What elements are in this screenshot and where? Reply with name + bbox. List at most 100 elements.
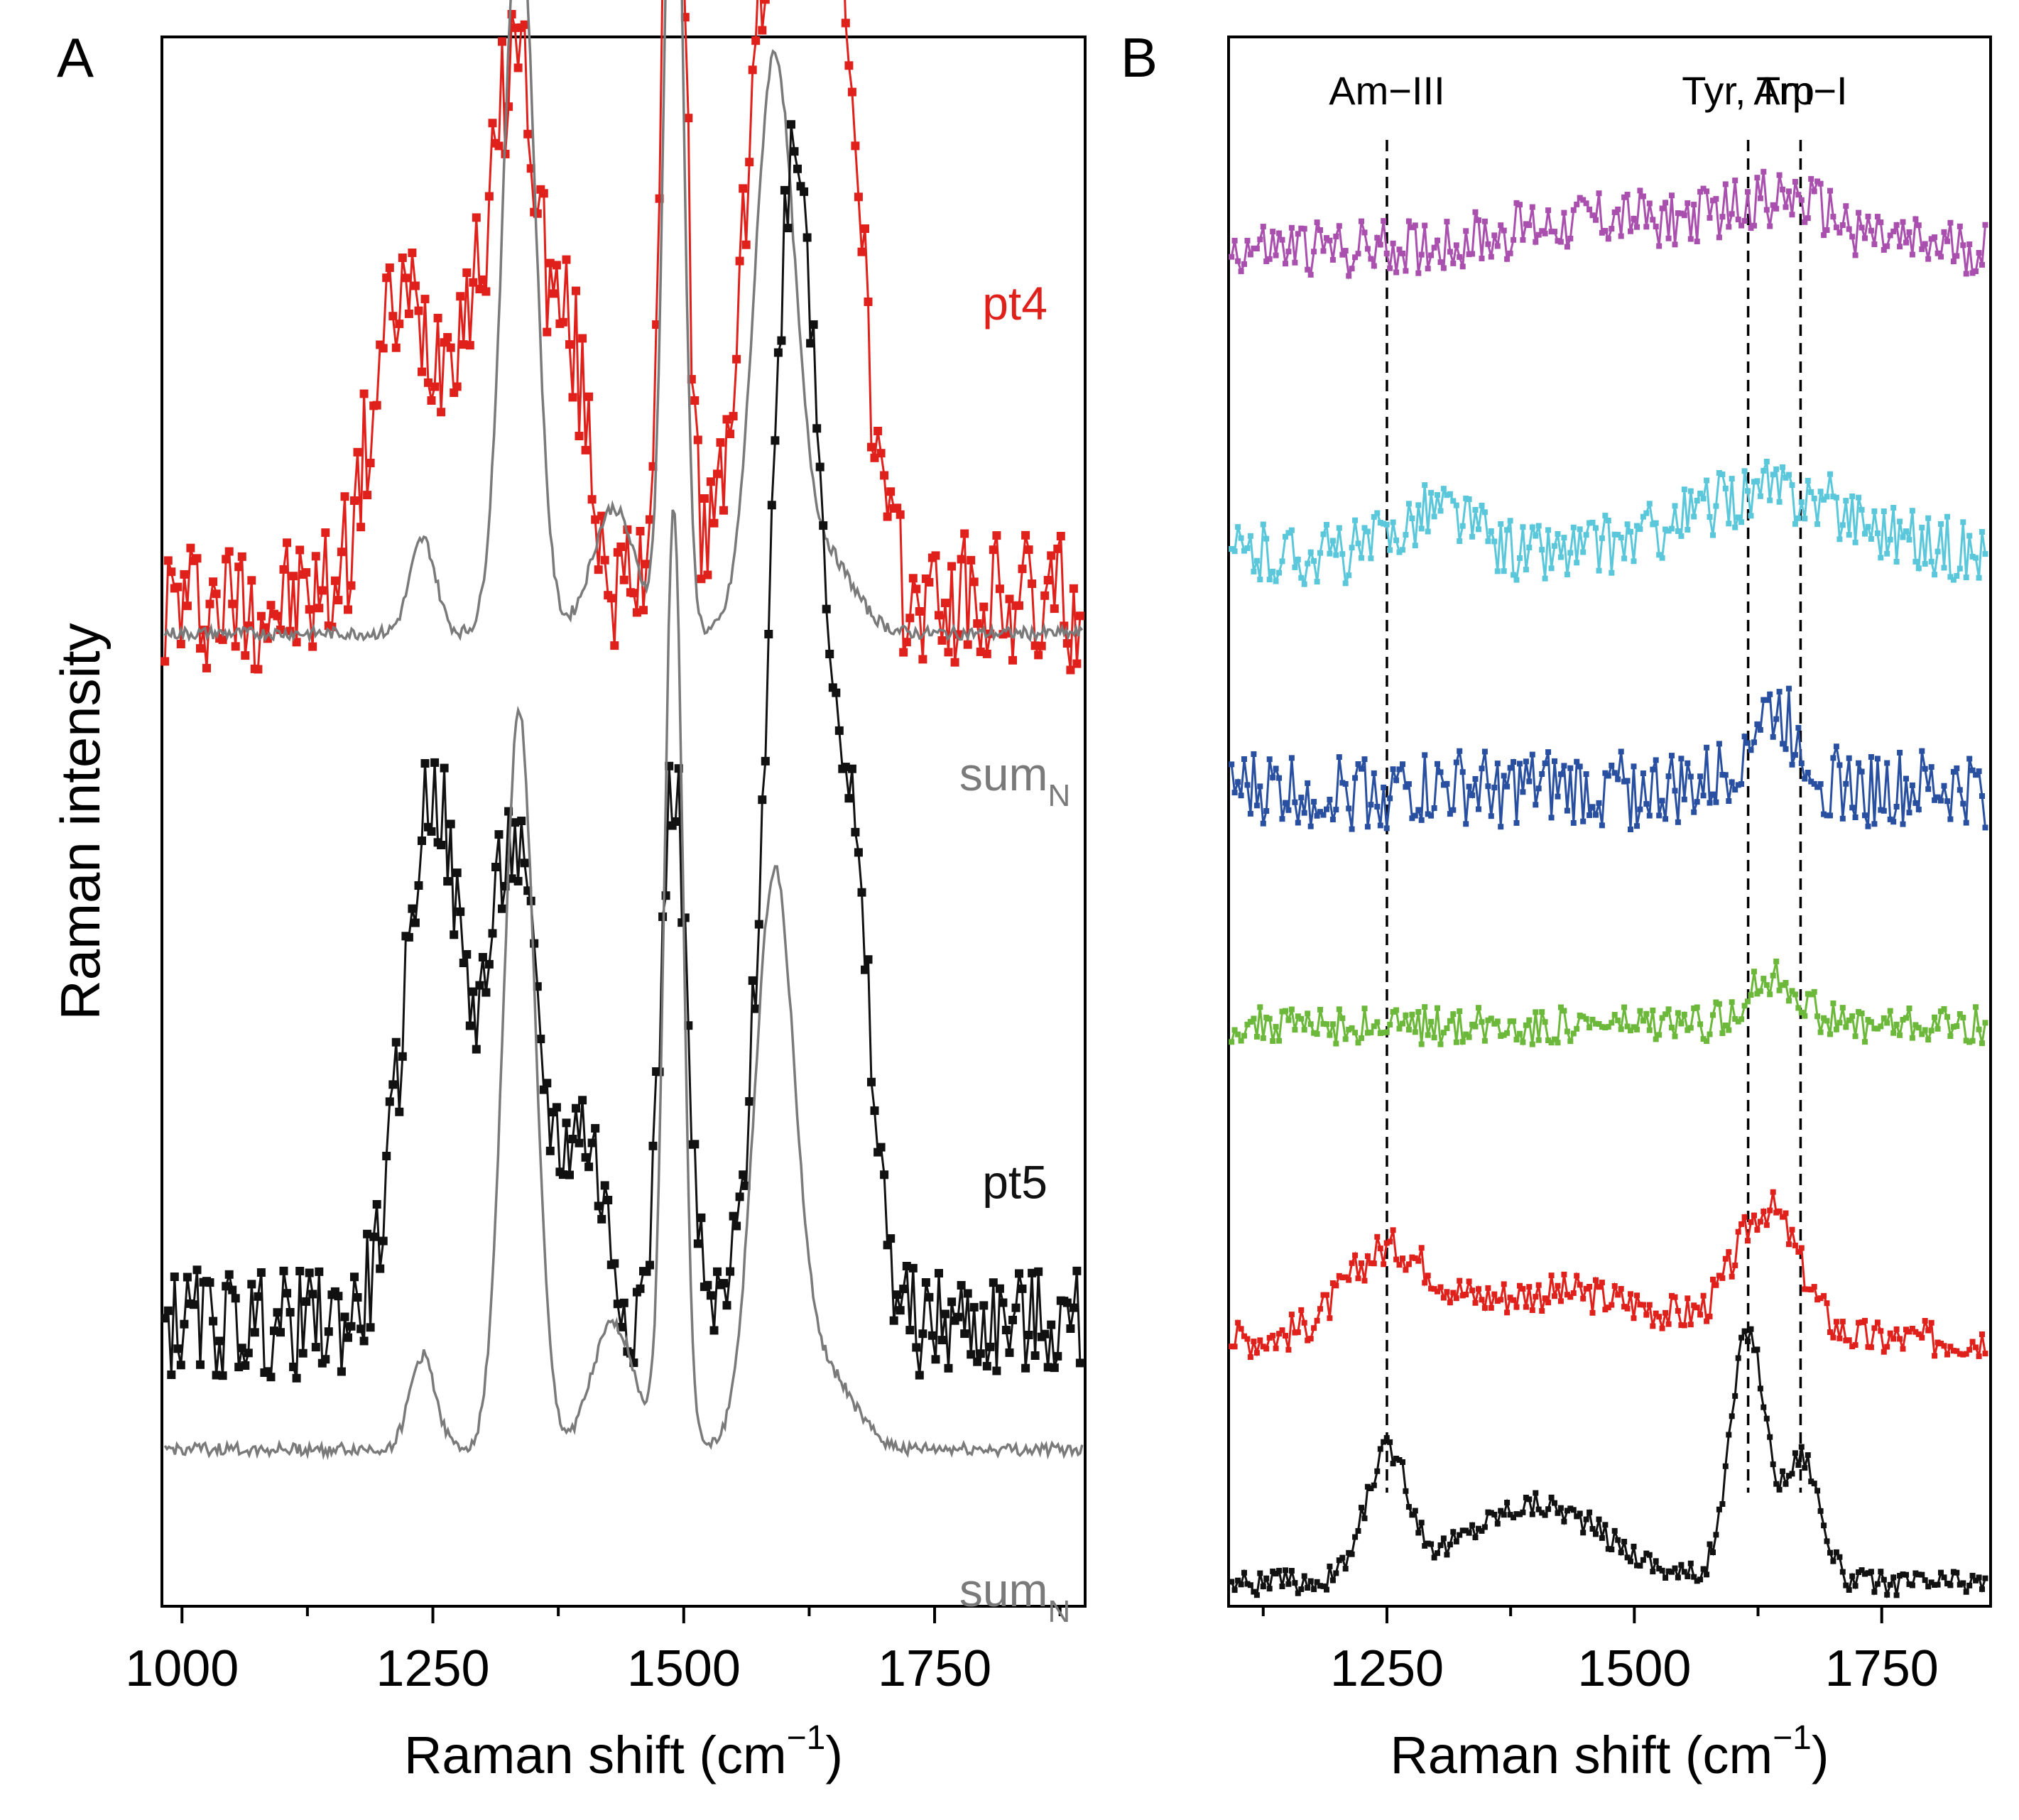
- data-point: [1643, 224, 1650, 230]
- data-point: [347, 1322, 356, 1331]
- data-point: [456, 907, 465, 916]
- data-point: [1257, 1004, 1263, 1010]
- data-point: [1361, 525, 1368, 531]
- data-point: [543, 327, 552, 337]
- data-point: [1400, 1020, 1405, 1027]
- data-point: [1611, 1012, 1618, 1018]
- data-point: [1244, 237, 1251, 244]
- data-point: [1751, 479, 1757, 485]
- data-point: [1476, 526, 1481, 533]
- data-point: [1440, 486, 1447, 492]
- data-point: [1659, 797, 1665, 804]
- data-point: [1361, 229, 1368, 236]
- data-point: [1311, 557, 1317, 564]
- data-point: [372, 400, 381, 410]
- data-point: [1637, 1302, 1643, 1308]
- data-point: [1364, 1483, 1371, 1490]
- data-point: [1944, 1014, 1950, 1020]
- data-point: [1520, 789, 1526, 795]
- data-point: [1798, 760, 1805, 766]
- data-point: [1602, 1025, 1609, 1030]
- data-point: [1276, 230, 1283, 236]
- data-point: [1403, 1012, 1409, 1018]
- data-point: [1494, 1298, 1501, 1304]
- data-point: [1773, 1481, 1780, 1487]
- data-point: [1270, 1332, 1276, 1339]
- data-point: [353, 1293, 362, 1302]
- data-point: [1751, 969, 1757, 975]
- data-point: [1409, 224, 1415, 231]
- data-point: [1852, 814, 1859, 820]
- data-point: [1827, 1329, 1833, 1335]
- data-point: [1802, 1465, 1808, 1471]
- data-point: [1643, 510, 1650, 516]
- data-point: [1691, 513, 1697, 520]
- data-point: [1018, 565, 1027, 574]
- data-point: [1925, 515, 1932, 521]
- data-point: [372, 1200, 381, 1209]
- data-point: [1650, 766, 1656, 773]
- data-point: [1359, 1260, 1364, 1266]
- data-point: [935, 611, 943, 620]
- data-point: [1587, 812, 1593, 818]
- data-point: [1814, 178, 1821, 185]
- data-point: [418, 367, 426, 376]
- data-point: [1371, 770, 1377, 776]
- data-point: [462, 268, 472, 277]
- data-point: [292, 1373, 301, 1383]
- data-point: [1513, 1037, 1520, 1042]
- data-point: [969, 577, 979, 587]
- data-point: [1925, 1327, 1932, 1334]
- data-point: [1704, 744, 1710, 751]
- data-point: [1735, 514, 1741, 521]
- data-point: [1966, 533, 1973, 539]
- data-point: [1621, 1539, 1628, 1544]
- data-point: [1324, 1021, 1329, 1028]
- data-point: [1938, 1569, 1944, 1576]
- data-point: [1704, 477, 1710, 484]
- data-point: [1466, 1278, 1472, 1285]
- data-point: [1235, 258, 1241, 264]
- data-point: [957, 1281, 966, 1290]
- data-point: [1615, 1537, 1621, 1543]
- data-point: [1428, 1285, 1435, 1292]
- data-point: [1346, 572, 1352, 579]
- data-point: [1435, 761, 1440, 767]
- data-point: [218, 1371, 227, 1380]
- data-point: [1786, 1241, 1792, 1248]
- data-point: [279, 565, 288, 574]
- data-point: [1745, 998, 1751, 1005]
- data-point: [1288, 224, 1295, 231]
- data-point: [1301, 226, 1307, 232]
- data-point: [1979, 793, 1985, 799]
- data-point: [1355, 1527, 1361, 1534]
- data-point: [1602, 1522, 1609, 1528]
- data-point: [1314, 579, 1320, 585]
- data-point: [1574, 1513, 1580, 1520]
- data-point: [1893, 559, 1900, 565]
- data-point: [1675, 1574, 1681, 1581]
- data-point: [1431, 513, 1437, 520]
- data-point: [1513, 1304, 1520, 1310]
- data-point: [478, 953, 487, 961]
- data-point: [1900, 821, 1906, 827]
- data-point: [1859, 224, 1865, 231]
- data-point: [1501, 1512, 1507, 1518]
- data-point: [1653, 1310, 1659, 1317]
- data-point: [1231, 1027, 1238, 1033]
- data-point: [266, 601, 276, 610]
- data-point: [1697, 1021, 1704, 1028]
- data-point: [1466, 1034, 1472, 1040]
- data-point: [1422, 1542, 1428, 1549]
- data-point: [1938, 521, 1944, 527]
- data-point: [1966, 1346, 1973, 1353]
- data-point: [1231, 1344, 1238, 1350]
- x-tick-label: 1000: [125, 1640, 239, 1697]
- data-point: [1897, 1573, 1903, 1579]
- data-point: [1056, 532, 1065, 540]
- data-point: [1533, 533, 1539, 539]
- data-point: [1377, 1446, 1383, 1452]
- data-point: [1479, 1019, 1485, 1025]
- data-point: [1732, 787, 1738, 793]
- data-point: [886, 487, 896, 496]
